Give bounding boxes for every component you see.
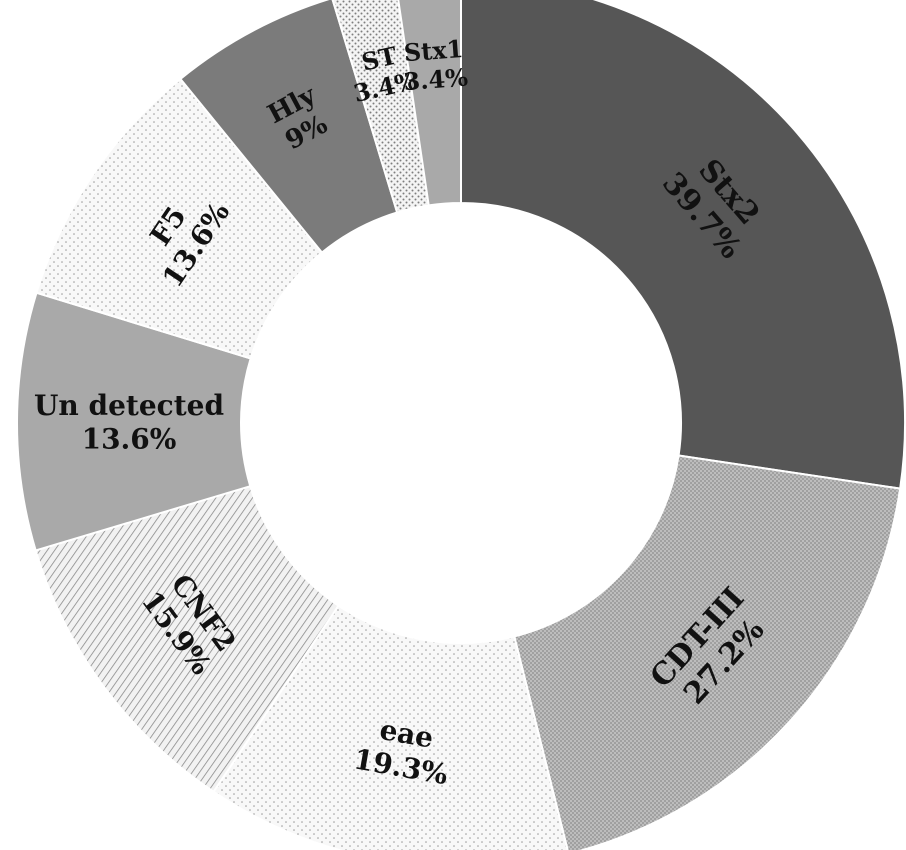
slice-cnf2 (34, 484, 340, 794)
slice-hly (178, 0, 399, 254)
slice-stx2 (460, 0, 906, 490)
slice-stx1 (397, 0, 462, 207)
slices-layer (16, 0, 906, 850)
category-label: Un detected (34, 389, 224, 422)
slice-cdt-iii (513, 454, 902, 850)
category-label: Stx1 (403, 34, 464, 67)
slice-eae (212, 604, 569, 850)
value-label: 3.4% (402, 63, 469, 97)
value-label: 13.6% (82, 423, 177, 456)
